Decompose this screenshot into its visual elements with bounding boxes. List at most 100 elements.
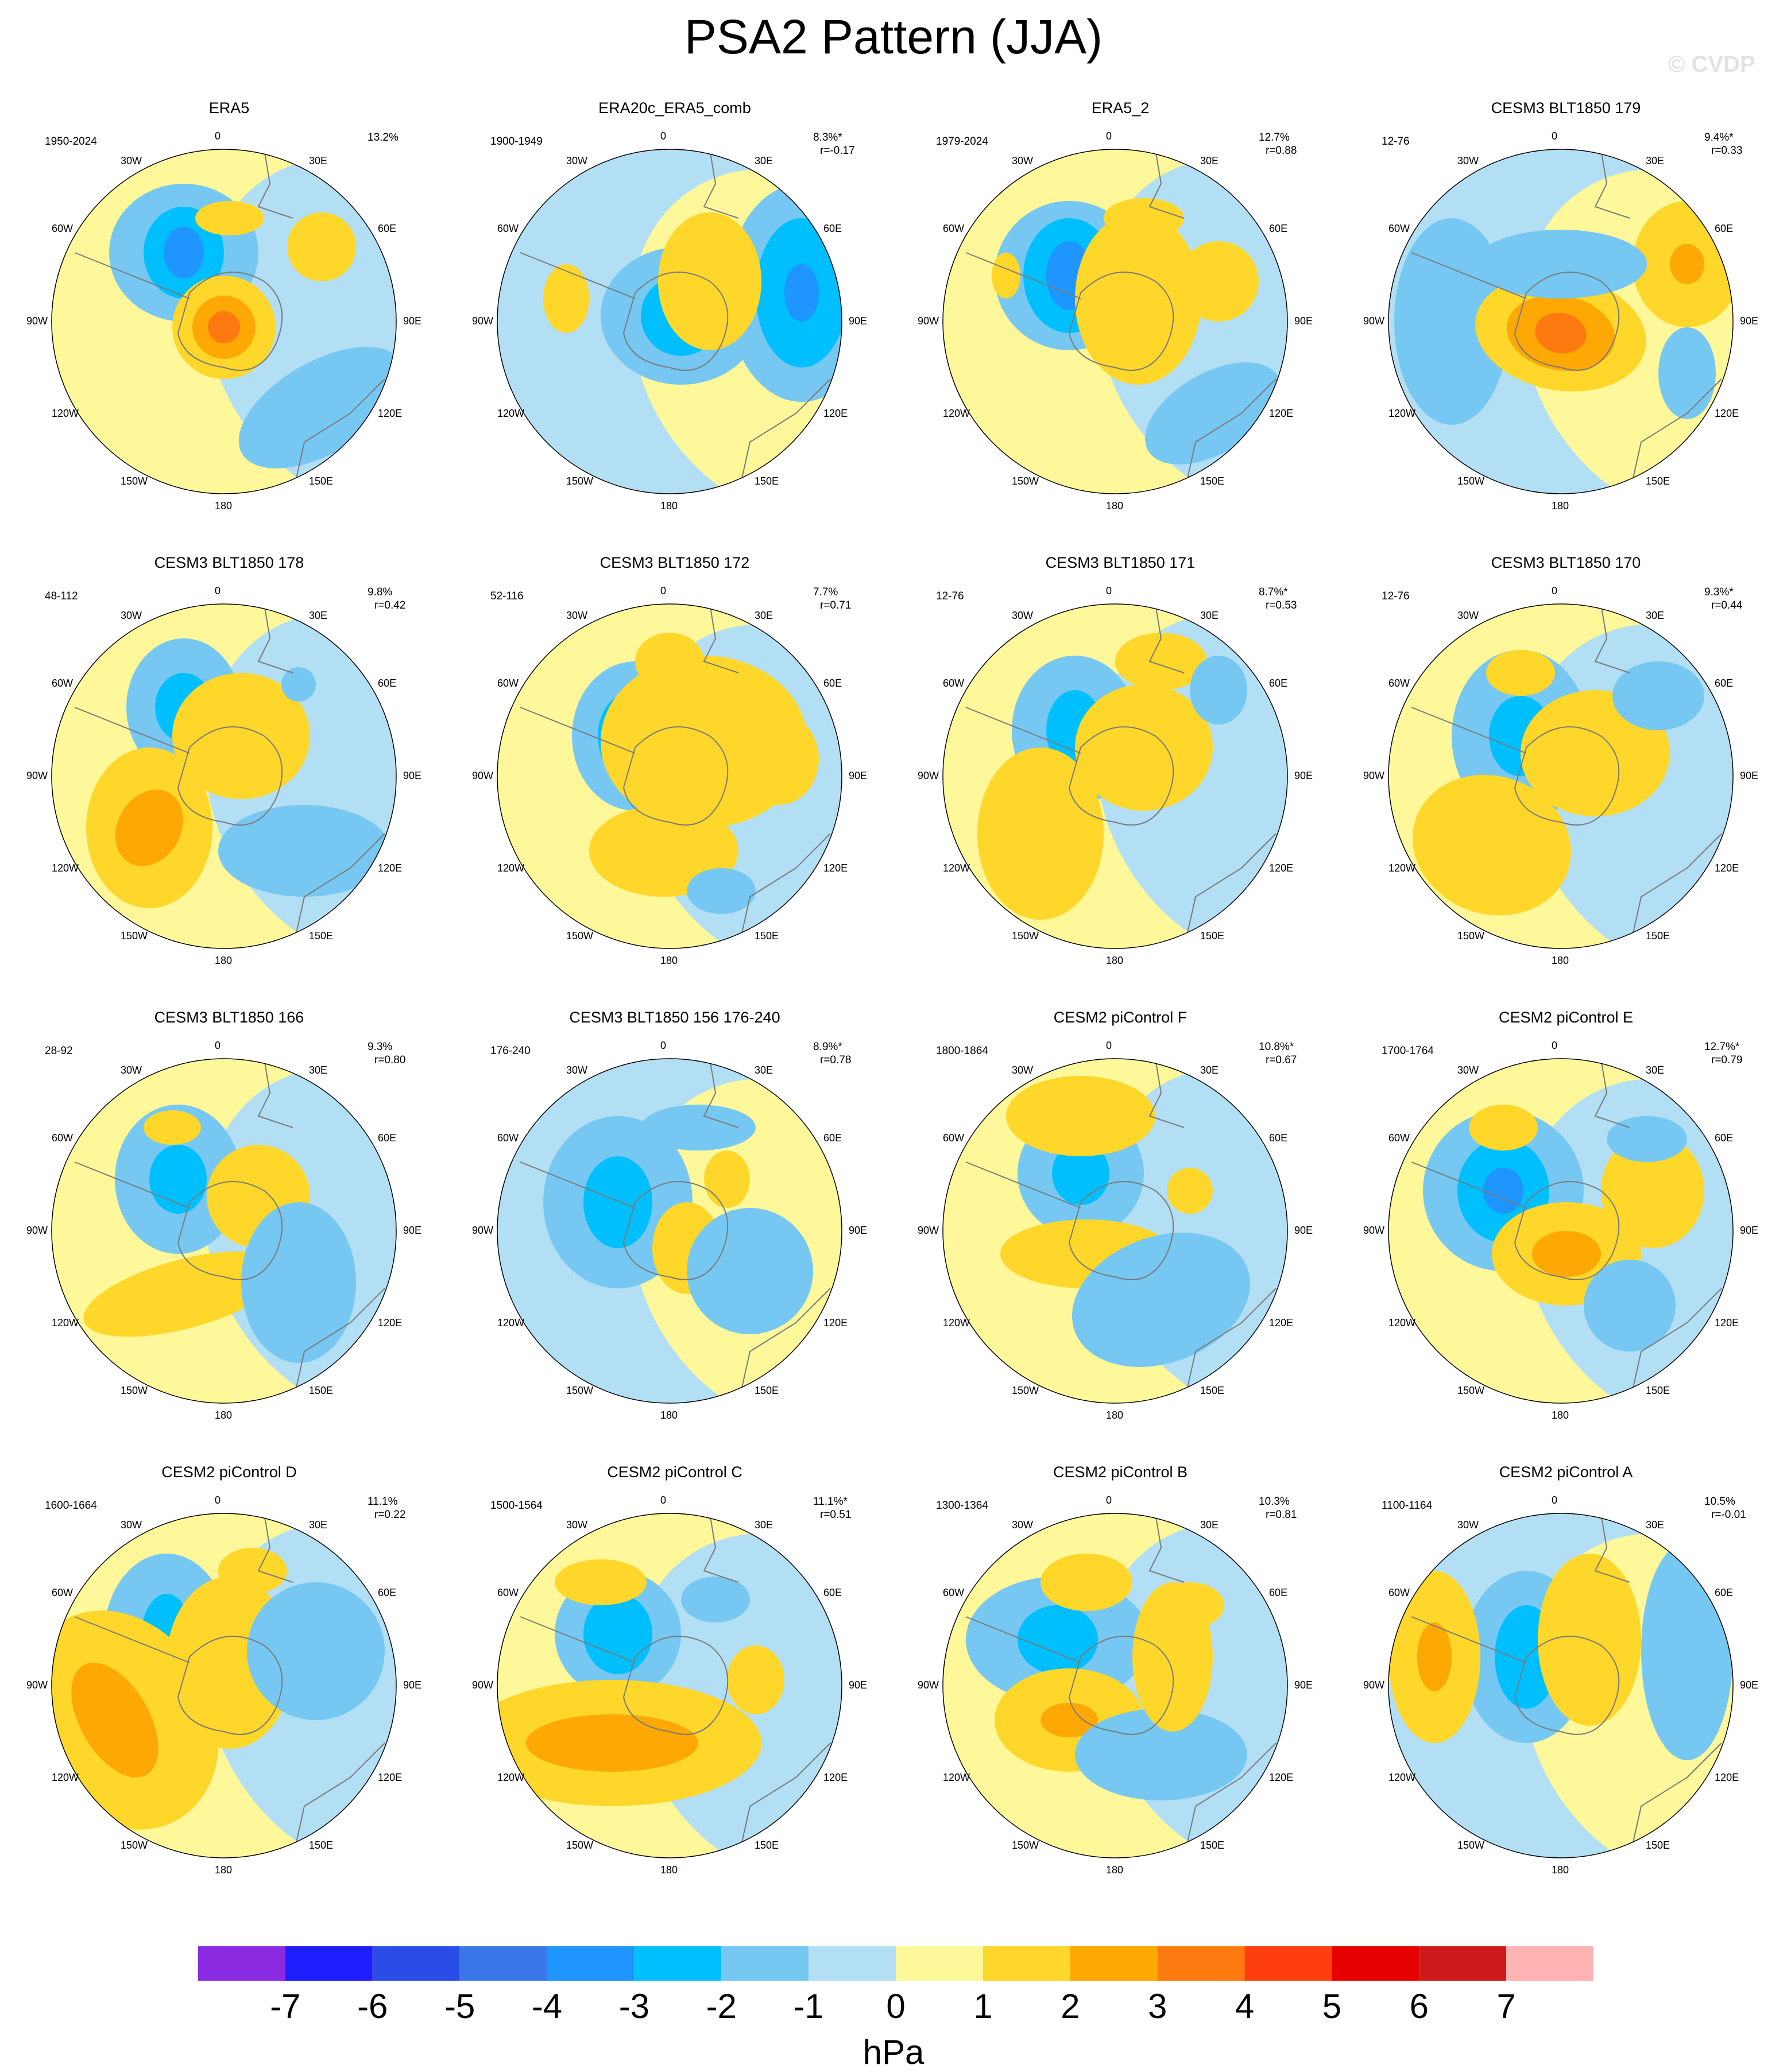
- australia-nz-outline: [1183, 378, 1277, 494]
- polar-map: [51, 1513, 397, 1858]
- anomaly-contour: [687, 868, 756, 914]
- longitude-label: 90W: [472, 315, 494, 327]
- variance-pct: 10.8%*: [1259, 1041, 1294, 1053]
- anomaly-contour: [1178, 241, 1259, 322]
- polar-map: [51, 1058, 397, 1404]
- map-panel: CESM2 piControl B 1300-1364 10.3% r=0.81 0 30…: [897, 1462, 1344, 1916]
- longitude-label: 30E: [1200, 1519, 1219, 1531]
- map-panel: CESM3 BLT1850 171 12-76 8.7%* r=0.53 0 30E 60E…: [897, 552, 1344, 1007]
- colorbar-segment: [634, 1946, 722, 1981]
- longitude-label: 90E: [403, 1225, 422, 1236]
- map-border: [497, 1058, 842, 1404]
- longitude-label: 120E: [378, 1317, 403, 1329]
- longitude-label: 150E: [1200, 930, 1225, 942]
- longitude-label: 120E: [1715, 1317, 1739, 1329]
- panel-variance: 10.5% r=-0.01: [1704, 1495, 1746, 1521]
- variance-pct: 8.7%*: [1259, 586, 1288, 598]
- anomaly-contour: [1475, 230, 1647, 299]
- longitude-label: 120W: [1388, 1317, 1415, 1329]
- panel-period: 12-76: [1382, 590, 1410, 602]
- longitude-label: 30E: [309, 1519, 328, 1531]
- longitude-label: 30W: [566, 155, 588, 167]
- panel-period: 48-112: [45, 590, 78, 602]
- longitude-label: 30W: [121, 155, 142, 167]
- map-panel: CESM3 BLT1850 166 28-92 9.3% r=0.80 0 30E 60E 9…: [6, 1007, 452, 1462]
- longitude-label: 150E: [1200, 1839, 1225, 1851]
- anomaly-contour: [1532, 1231, 1601, 1277]
- panel-period: 12-76: [1382, 135, 1410, 148]
- longitude-label: 180: [660, 955, 678, 966]
- anomaly-contour: [1041, 1703, 1098, 1737]
- colorbar-tick-label: -7: [270, 1987, 301, 2025]
- longitude-label: 150E: [1646, 930, 1670, 942]
- antarctica-outline: [1068, 1181, 1174, 1280]
- anomaly-contour: [704, 1151, 750, 1208]
- map-border: [942, 603, 1288, 949]
- longitude-label: 30E: [1646, 1519, 1665, 1531]
- anomaly-contour: [784, 264, 819, 322]
- anomaly-contour: [992, 253, 1020, 299]
- longitude-label: 90E: [1740, 1679, 1759, 1691]
- longitude-label: 0: [1106, 1494, 1112, 1506]
- panel-period: 52-116: [490, 590, 524, 602]
- longitude-label: 150E: [755, 475, 779, 487]
- anomaly-contour: [83, 1251, 284, 1337]
- longitude-label: 60W: [942, 1132, 964, 1144]
- longitude-label: 90W: [26, 770, 48, 781]
- longitude-label: 120E: [1715, 408, 1739, 419]
- panel-title: CESM2 piControl E: [1498, 1009, 1634, 1026]
- longitude-label: 60E: [1715, 1132, 1734, 1144]
- south-america-outline: [1411, 1616, 1527, 1663]
- variance-pct: 13.2%: [368, 131, 399, 144]
- panel-title: CESM3 BLT1850 166: [154, 1009, 304, 1026]
- africa-outline: [703, 149, 739, 219]
- variance-pct: 10.5%: [1704, 1496, 1735, 1508]
- anomaly-contour: [195, 201, 264, 235]
- polar-map: [1388, 603, 1734, 949]
- longitude-label: 180: [1552, 1864, 1569, 1876]
- anomaly-region: [1522, 1079, 1733, 1403]
- longitude-label: 60W: [942, 1587, 964, 1598]
- longitude-label: 30E: [755, 610, 773, 622]
- anomaly-contour: [1006, 1076, 1155, 1156]
- south-america-outline: [74, 1616, 190, 1663]
- map-panel: CESM2 piControl E 1700-1764 12.7%* r=0.79 0 3…: [1343, 1007, 1787, 1462]
- map-panel: CESM3 BLT1850 170 12-76 9.3%* r=0.44 0 30E 60E…: [1343, 552, 1787, 1007]
- panel-title: CESM2 piControl C: [607, 1463, 742, 1481]
- colorbar-tick-label: 5: [1322, 1987, 1342, 2025]
- panel-variance: 10.8%* r=0.67: [1259, 1040, 1297, 1067]
- longitude-label: 60W: [497, 1132, 519, 1144]
- map-panel: CESM3 BLT1850 156 176-240 176-240 8.9%* r=0…: [451, 1007, 898, 1462]
- longitude-label: 60W: [1388, 223, 1410, 234]
- antarctica-outline: [622, 272, 729, 371]
- pattern-correlation: r=0.44: [1711, 599, 1743, 611]
- longitude-label: 30E: [309, 155, 328, 167]
- longitude-label: 90E: [403, 1679, 422, 1691]
- longitude-label: 120W: [1388, 862, 1415, 874]
- antarctica-outline: [1514, 1636, 1620, 1735]
- south-america-outline: [520, 1616, 636, 1663]
- longitude-label: 30W: [1457, 1064, 1479, 1076]
- panel-period: 1100-1164: [1382, 1500, 1433, 1512]
- australia-nz-outline: [738, 1742, 831, 1858]
- australia-nz-outline: [1183, 833, 1277, 948]
- map-border: [51, 1513, 397, 1858]
- anomaly-contour: [1155, 1582, 1224, 1628]
- south-america-outline: [965, 707, 1081, 754]
- panel-period: 1600-1664: [45, 1500, 97, 1512]
- colorbar-segment: [1157, 1946, 1245, 1981]
- longitude-label: 60E: [1269, 677, 1288, 689]
- anomaly-contour: [583, 1594, 652, 1674]
- longitude-label: 150W: [566, 1839, 594, 1851]
- africa-outline: [1148, 1513, 1185, 1583]
- anomaly-contour: [1018, 1605, 1098, 1674]
- longitude-label: 0: [1552, 1040, 1558, 1051]
- longitude-label: 120W: [497, 862, 524, 874]
- anomaly-contour: [1486, 650, 1555, 696]
- longitude-label: 60E: [378, 677, 397, 689]
- australia-nz-outline: [1183, 1288, 1277, 1403]
- antarctica-outline: [1068, 726, 1174, 826]
- longitude-label: 90W: [1363, 1225, 1385, 1236]
- longitude-label: 120E: [1269, 1772, 1294, 1783]
- colorbar-tick-label: 6: [1409, 1987, 1429, 2025]
